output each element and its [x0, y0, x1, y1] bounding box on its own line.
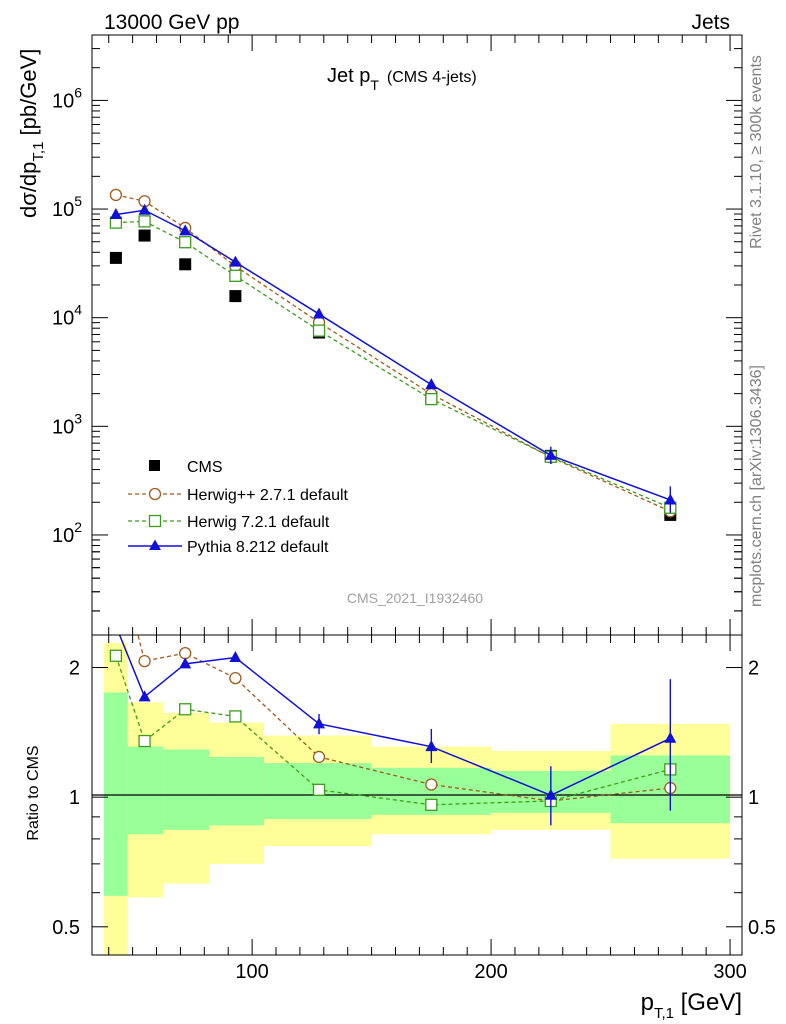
legend: CMS Herwig++ 2.7.1 default Herwig 7.2.1 … [128, 459, 349, 556]
main-line-pythia-8-212-default [115, 209, 671, 501]
plot-title: Jet pT (CMS 4-jets) [327, 65, 477, 93]
legend-label-pythia: Pythia 8.212 default [187, 539, 329, 556]
ratio-band-inner [163, 749, 210, 830]
ratio-y-tick-label: 0.5 [52, 917, 80, 939]
ratio-axes-layer: 100 200 3000.5 0.51 12 2 [52, 635, 776, 983]
ratio-point-pythia-8-212-default [544, 788, 557, 800]
ratio-point-herwig-7-2-1-default [312, 783, 326, 796]
main-y-tick-label: 105 [52, 193, 82, 221]
main-series-cms [109, 229, 677, 521]
main-data-layer [109, 188, 677, 521]
legend-marker-herwig-pp [148, 487, 162, 501]
legend-marker-cms [149, 460, 160, 471]
ratio-y-tick-label: 2 [69, 658, 80, 680]
ratio-point-pythia-8-212-default [229, 651, 242, 663]
header-category-label: Jets [691, 11, 730, 34]
rivet-version-label: Rivet 3.1.10, ≥ 300k events [748, 55, 765, 249]
ratio-point-pythia-8-212-default [179, 657, 192, 669]
main-point-cms [138, 229, 151, 242]
ratio-point-pythia-8-212-default [110, 619, 122, 630]
main-line-herwig-2-7-1-default [115, 194, 671, 512]
ratio-band-inner [103, 692, 128, 896]
main-point-cms [109, 251, 122, 264]
main-point-pythia-8-212-default [138, 203, 151, 215]
main-point-pythia-8-212-default [179, 224, 192, 236]
x-tick-label: 100 [235, 961, 268, 983]
ratio-point-herwig-7-2-1-default [138, 734, 151, 748]
ratio-point-herwig-2-7-1-default [179, 646, 192, 660]
ratio-point-herwig-7-2-1-default [179, 703, 192, 716]
main-point-pythia-8-212-default [664, 493, 677, 505]
legend-label-herwig-pp: Herwig++ 2.7.1 default [187, 487, 349, 504]
main-point-pythia-8-212-default [425, 378, 438, 390]
main-y-tick-label: 106 [52, 84, 82, 112]
ratio-y-axis-label: Ratio to CMS [25, 745, 42, 840]
ratio-point-herwig-2-7-1-default [138, 654, 151, 668]
main-y-tick-label: 104 [52, 302, 82, 330]
ratio-point-herwig-7-2-1-default [109, 649, 123, 662]
ratio-y-tick-label-right: 0.5 [748, 917, 776, 939]
main-point-cms [179, 258, 192, 271]
main-point-herwig-7-2-1-default [179, 236, 192, 249]
main-point-herwig-2-7-1-default [109, 188, 123, 202]
ratio-point-pythia-8-212-default [664, 731, 677, 743]
ratio-y-tick-label-right: 2 [748, 658, 759, 680]
legend-entry-pythia: Pythia 8.212 default [128, 539, 329, 556]
ratio-point-herwig-2-7-1-default [110, 542, 121, 553]
ratio-point-pythia-8-212-default [313, 717, 326, 729]
main-plot-panel: 102 103 104 105 106 Jet pT (CMS 4-jets) dσ/dp… [16, 34, 743, 636]
main-point-herwig-7-2-1-default [138, 215, 151, 228]
ratio-band-inner [127, 746, 164, 835]
ratio-point-herwig-7-2-1-default [229, 710, 242, 723]
legend-label-herwig7: Herwig 7.2.1 default [187, 514, 330, 531]
main-point-pythia-8-212-default [109, 208, 122, 220]
header-beam-label: 13000 GeV pp [104, 11, 239, 34]
source-label: mcplots.cern.ch [arXiv:1306.3436] [748, 365, 765, 607]
main-point-pythia-8-212-default [229, 255, 242, 267]
ratio-point-pythia-8-212-default [425, 740, 438, 752]
main-point-pythia-8-212-default [544, 448, 557, 460]
ratio-point-herwig-2-7-1-default [312, 750, 326, 764]
main-point-cms [229, 290, 242, 303]
legend-entry-herwig-pp: Herwig++ 2.7.1 default [128, 487, 349, 504]
main-point-pythia-8-212-default [313, 307, 326, 319]
main-y-axis-label: dσ/dpT,1 [pb/GeV] [16, 49, 47, 218]
main-y-tick-label: 103 [52, 410, 82, 438]
x-tick-label: 300 [713, 961, 746, 983]
analysis-watermark: CMS_2021_I1932460 [347, 590, 483, 606]
ratio-series-pythia-8-212-default [110, 619, 677, 826]
main-point-herwig-7-2-1-default [229, 269, 242, 282]
ratio-point-herwig-2-7-1-default [425, 778, 438, 791]
ratio-point-pythia-8-212-default [138, 690, 151, 702]
ratio-uncertainty-bands [103, 643, 731, 955]
x-tick-label: 200 [474, 961, 507, 983]
main-y-tick-label: 102 [52, 519, 82, 547]
x-axis-label: pT,1 [GeV] [641, 989, 742, 1022]
ratio-point-herwig-2-7-1-default [229, 671, 242, 685]
main-line-herwig-7-2-1-default [115, 220, 671, 509]
legend-label-cms: CMS [187, 459, 223, 476]
legend-entry-herwig7: Herwig 7.2.1 default [128, 514, 330, 531]
main-point-herwig-7-2-1-default [425, 392, 438, 406]
ratio-data-layer [109, 542, 677, 826]
ratio-line-herwig-7-2-1-default [115, 655, 671, 806]
ratio-point-herwig-7-2-1-default [425, 798, 438, 811]
ratio-y-tick-label-right: 1 [748, 787, 759, 809]
main-series-pythia-8-212-default [109, 203, 677, 513]
main-point-herwig-7-2-1-default [312, 324, 326, 337]
ratio-plot-panel: 100 200 3000.5 0.51 12 2 Ratio to CMS pT,1 [G… [25, 542, 776, 1022]
ratio-line-pythia-8-212-default [118, 635, 671, 797]
legend-entry-cms: CMS [149, 459, 223, 476]
legend-marker-pythia [149, 539, 161, 550]
main-axes-layer: 102 103 104 105 106 [52, 34, 742, 635]
ratio-band-inner [209, 756, 265, 826]
ratio-plot-frame [91, 634, 743, 956]
ratio-y-tick-label: 1 [69, 787, 80, 809]
legend-marker-herwig7 [148, 514, 162, 528]
